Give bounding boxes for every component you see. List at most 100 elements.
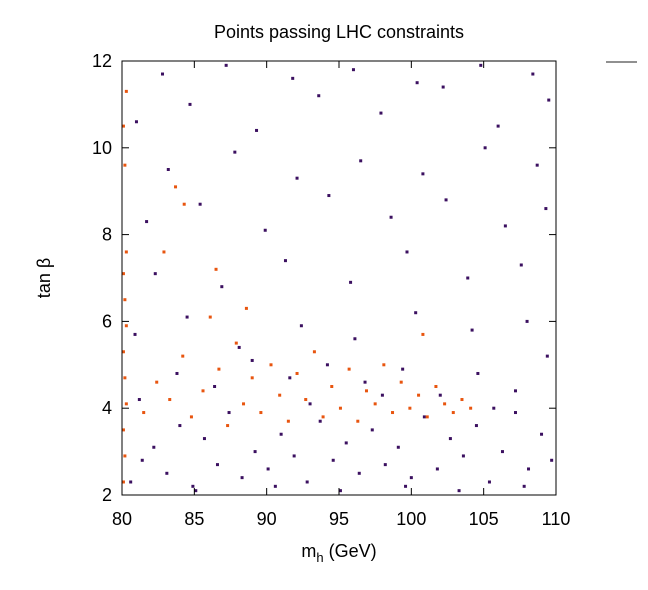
scatter-point-s1-6 — [124, 324, 128, 328]
scatter-point-s1-14 — [155, 380, 159, 384]
scatter-point-s0-34 — [137, 398, 141, 402]
scatter-point-s0-44 — [513, 389, 517, 393]
scatter-point-s0-98 — [380, 393, 384, 397]
scatter-point-s1-48 — [460, 398, 464, 402]
scatter-point-s0-12 — [279, 432, 283, 436]
scatter-point-s0-14 — [305, 480, 309, 484]
y-tick-label-1: 4 — [102, 398, 112, 418]
scatter-point-s1-36 — [356, 419, 360, 423]
scatter-point-s0-4 — [178, 424, 182, 428]
scatter-point-s0-51 — [414, 311, 418, 315]
scatter-point-s1-4 — [123, 376, 127, 380]
scatter-point-s0-5 — [191, 484, 195, 488]
scatter-point-s0-47 — [185, 315, 189, 319]
x-axis-label-main: m — [301, 541, 316, 561]
scatter-point-s1-2 — [121, 428, 125, 432]
scatter-point-s0-76 — [134, 120, 138, 124]
scatter-point-s0-81 — [441, 85, 445, 89]
scatter-point-s1-18 — [201, 389, 205, 393]
scatter-point-s1-29 — [295, 371, 299, 375]
scatter-point-s1-21 — [226, 424, 230, 428]
scatter-point-s0-26 — [461, 454, 465, 458]
scatter-point-s0-75 — [535, 163, 539, 167]
scatter-point-s0-96 — [522, 484, 526, 488]
scatter-point-s1-9 — [124, 250, 128, 254]
scatter-point-s1-35 — [347, 367, 351, 371]
scatter-point-s0-43 — [476, 371, 480, 375]
scatter-point-s1-43 — [417, 393, 421, 397]
scatter-point-s0-82 — [496, 124, 500, 128]
scatter-point-s0-71 — [295, 176, 299, 180]
scatter-point-s0-87 — [351, 68, 355, 72]
scatter-point-s1-51 — [162, 250, 166, 254]
scatter-point-s0-56 — [283, 259, 287, 263]
scatter-point-s0-64 — [327, 194, 331, 198]
scatter-point-s0-72 — [359, 159, 363, 163]
scatter-point-s0-18 — [357, 471, 361, 475]
scatter-point-s1-55 — [421, 332, 425, 336]
scatter-point-s1-50 — [182, 202, 186, 206]
scatter-point-s0-24 — [435, 467, 439, 471]
scatter-point-s0-1 — [140, 458, 144, 462]
scatter-point-s1-25 — [259, 411, 263, 415]
scatter-point-s0-10 — [253, 450, 257, 454]
scatter-point-s1-23 — [242, 402, 246, 406]
scatter-point-s0-29 — [500, 450, 504, 454]
scatter-point-s0-36 — [213, 385, 217, 388]
y-tick-label-0: 2 — [102, 485, 112, 505]
scatter-point-s1-46 — [443, 402, 447, 406]
scatter-point-s0-52 — [470, 328, 474, 332]
scatter-point-s0-80 — [379, 111, 383, 115]
scatter-point-s0-38 — [288, 376, 292, 380]
scatter-point-s1-8 — [121, 272, 125, 276]
scatter-point-s1-3 — [124, 402, 128, 406]
x-axis-label-sub: h — [316, 550, 323, 565]
scatter-point-s0-70 — [233, 150, 237, 154]
x-tick-label-0: 80 — [112, 509, 132, 529]
scatter-point-s1-52 — [214, 267, 218, 271]
scatter-point-s0-20 — [383, 463, 387, 467]
scatter-point-s0-33 — [550, 458, 554, 462]
scatter-point-s0-17 — [344, 441, 348, 445]
plot-frame — [121, 60, 557, 496]
scatter-point-s1-22 — [234, 341, 238, 345]
scatter-point-s0-86 — [291, 76, 295, 80]
y-tick-label-3: 8 — [102, 225, 112, 245]
scatter-point-s0-45 — [545, 354, 549, 358]
scatter-point-s1-44 — [425, 415, 429, 419]
scatter-point-s0-65 — [389, 215, 393, 219]
scatter-point-s1-31 — [312, 350, 316, 354]
scatter-point-s0-55 — [220, 285, 224, 289]
scatter-point-s0-21 — [396, 445, 400, 449]
scatter-point-s0-74 — [483, 146, 487, 150]
scatter-point-s0-66 — [444, 198, 448, 202]
x-tick-label-3: 95 — [329, 509, 349, 529]
scatter-point-s0-6 — [202, 437, 206, 441]
scatter-point-s0-84 — [161, 72, 165, 76]
scatter-point-s1-26 — [269, 363, 273, 367]
scatter-point-s0-0 — [129, 480, 133, 484]
scatter-point-s0-31 — [527, 467, 531, 471]
scatter-point-s0-49 — [299, 324, 303, 328]
scatter-point-s0-35 — [175, 371, 179, 375]
x-axis-label: mh (GeV) — [301, 541, 376, 565]
scatter-point-s0-85 — [224, 63, 228, 67]
scatter-point-s0-46 — [133, 332, 137, 336]
scatter-point-s0-79 — [317, 94, 321, 98]
scatter-point-s1-54 — [174, 185, 178, 189]
scatter-point-s0-16 — [331, 458, 335, 462]
scatter-point-s1-12 — [124, 89, 128, 93]
scatter-point-s1-27 — [278, 393, 282, 397]
scatter-point-s0-7 — [215, 463, 219, 467]
scatter-point-s0-94 — [404, 484, 408, 488]
scatter-point-s1-24 — [250, 376, 254, 380]
x-axis-label-suffix: (GeV) — [324, 541, 377, 561]
scatter-point-s1-41 — [399, 380, 403, 384]
scatter-point-s0-42 — [438, 393, 442, 397]
scatter-point-s1-53 — [244, 306, 248, 310]
scatter-point-s0-41 — [401, 367, 405, 371]
scatter-point-s0-97 — [308, 402, 312, 406]
scatter-point-s0-30 — [513, 411, 517, 415]
scatter-point-s0-11 — [266, 467, 270, 471]
scatter-point-s1-39 — [382, 363, 386, 367]
